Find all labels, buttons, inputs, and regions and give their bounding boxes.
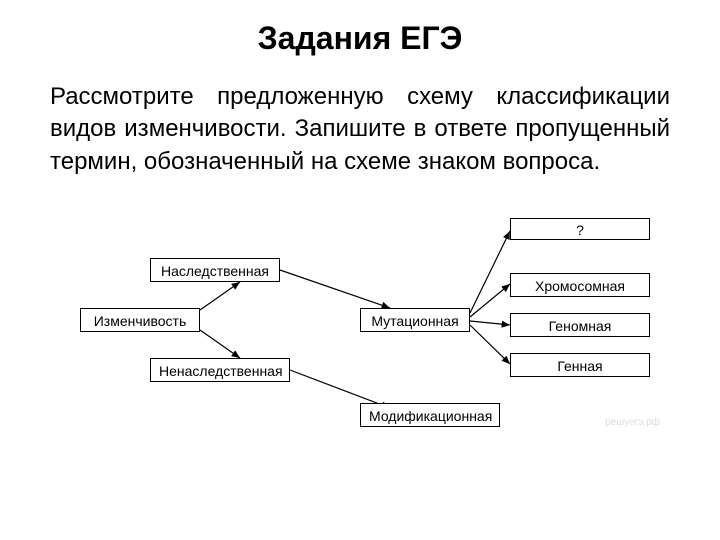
page: Задания ЕГЭ Рассмотрите предложенную схе… xyxy=(0,0,720,540)
classification-diagram: Изменчивость Наследственная Ненаследстве… xyxy=(50,198,670,458)
node-nenasledstvennaya: Ненаследственная xyxy=(150,358,290,382)
task-description: Рассмотрите предложенную схему классифик… xyxy=(50,81,670,178)
node-genomnaya: Геномная xyxy=(510,313,650,337)
node-mutatsionnaya: Мутационная xyxy=(360,308,470,332)
node-nasledstvennaya: Наследственная xyxy=(150,258,280,282)
page-title: Задания ЕГЭ xyxy=(50,20,670,57)
node-gennaya: Генная xyxy=(510,353,650,377)
node-modifikatsionnaya: Модификационная xyxy=(360,403,500,427)
watermark: решуегэ.рф xyxy=(605,417,660,428)
node-izmenchivost: Изменчивость xyxy=(80,308,200,332)
node-question: ? xyxy=(510,218,650,240)
node-khromosomnaya: Хромосомная xyxy=(510,273,650,297)
